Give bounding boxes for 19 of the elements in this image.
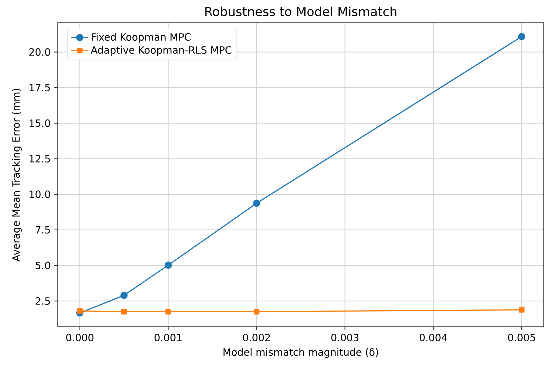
chart-title: Robustness to Model Mismatch <box>206 6 397 16</box>
x-axis-title: Model mismatch magnitude (δ) <box>224 348 378 358</box>
x-tick-label: 0.002 <box>243 334 270 342</box>
y-tick-label: 12.5 <box>30 155 50 163</box>
y-tick-label: 20.0 <box>30 48 50 56</box>
legend-label: Fixed Koopman MPC <box>92 33 191 43</box>
y-tick-label: 15.0 <box>30 120 50 128</box>
y-tick-label: 5.0 <box>36 262 50 270</box>
y-tick-label: 10.0 <box>30 190 50 198</box>
x-tick-label: 0.004 <box>420 334 448 342</box>
y-tick-label: 7.5 <box>36 226 50 234</box>
y-axis-title: Average Mean Tracking Error (mm) <box>12 89 22 262</box>
y-tick-label: 2.5 <box>36 297 50 306</box>
y-tick-label: 17.5 <box>30 84 50 92</box>
x-tick-label: 0.000 <box>66 334 94 342</box>
legend-label: Adaptive Koopman-RLS MPC <box>91 46 232 56</box>
x-tick-label: 0.001 <box>154 334 182 342</box>
x-tick-label: 0.005 <box>508 334 536 342</box>
x-tick-label: 0.003 <box>332 334 359 342</box>
